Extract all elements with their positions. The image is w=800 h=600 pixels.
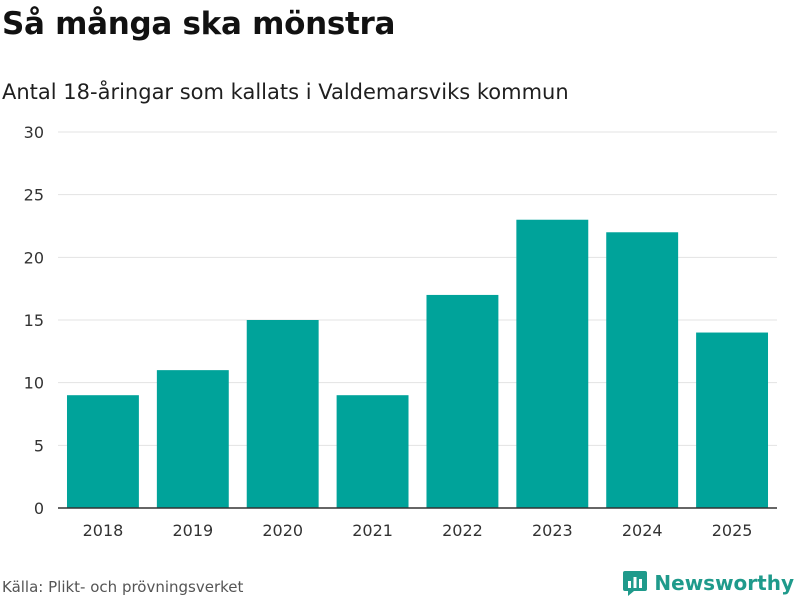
bar-2021[interactable] xyxy=(336,395,409,508)
bar-2022[interactable] xyxy=(426,294,499,508)
x-tick-label: 2019 xyxy=(172,521,213,540)
newsworthy-logo-icon xyxy=(623,571,648,596)
x-tick-label: 2020 xyxy=(262,521,303,540)
x-tick-label: 2021 xyxy=(352,521,393,540)
y-tick-label: 0 xyxy=(34,499,44,518)
x-tick-label: 2023 xyxy=(532,521,573,540)
y-tick-label: 5 xyxy=(34,436,44,455)
chart-subtitle: Antal 18-åringar som kallats i Valdemars… xyxy=(2,80,569,104)
chart-title: Så många ska mönstra xyxy=(2,6,396,42)
y-tick-label: 25 xyxy=(24,186,44,205)
source-note: Källa: Plikt- och prövningsverket xyxy=(2,578,244,596)
brand-logo[interactable]: Newsworthy xyxy=(622,569,794,597)
bar-2024[interactable] xyxy=(606,232,679,508)
bar-2018[interactable] xyxy=(66,395,139,508)
y-tick-label: 30 xyxy=(24,123,44,142)
bar-2025[interactable] xyxy=(696,332,769,508)
brand-name: Newsworthy xyxy=(654,571,794,595)
x-tick-label: 2024 xyxy=(622,521,663,540)
x-tick-label: 2025 xyxy=(712,521,753,540)
bar-2020[interactable] xyxy=(246,320,319,508)
y-axis-ticks: 0 5 10 15 20 25 30 xyxy=(24,123,44,518)
y-tick-label: 20 xyxy=(24,248,44,267)
x-tick-label: 2022 xyxy=(442,521,483,540)
x-tick-label: 2018 xyxy=(83,521,124,540)
bar-2023[interactable] xyxy=(516,219,589,508)
x-axis-ticks: 2018 2019 2020 2021 2022 2023 2024 2025 xyxy=(83,521,753,540)
y-tick-label: 10 xyxy=(24,374,44,393)
bar-2019[interactable] xyxy=(156,370,229,508)
bars xyxy=(66,219,769,508)
y-tick-label: 15 xyxy=(24,311,44,330)
